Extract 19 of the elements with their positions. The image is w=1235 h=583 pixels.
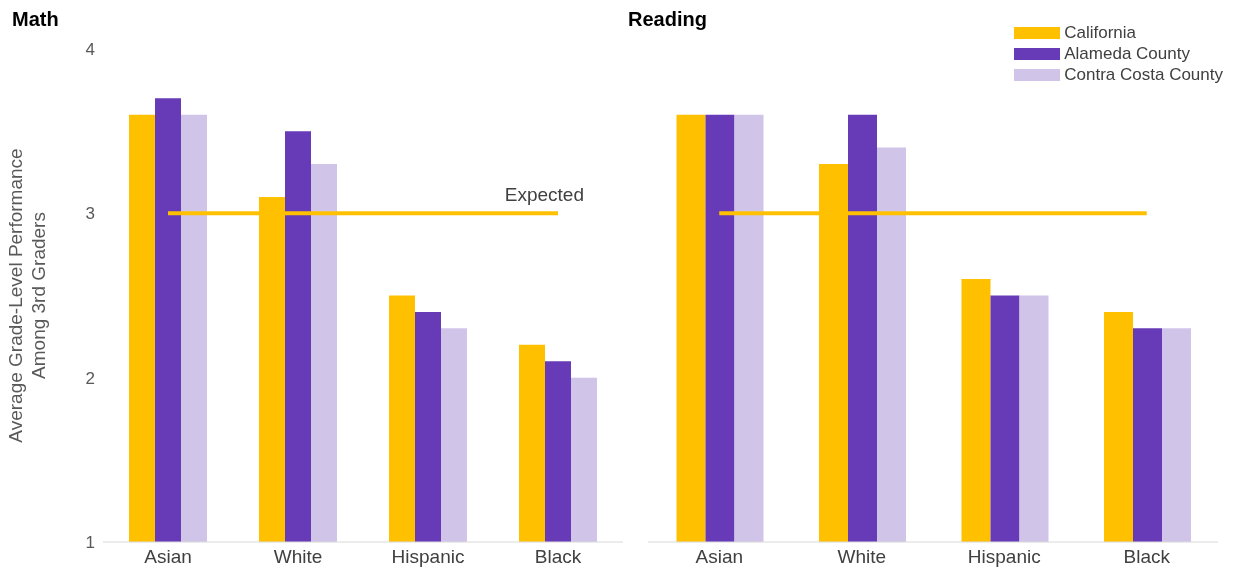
x-tick-label: Hispanic: [391, 546, 465, 568]
chart-title: Math: [11, 8, 60, 32]
x-tick-label: Black: [1123, 546, 1171, 568]
y-tick-label: 3: [85, 204, 95, 224]
x-tick-label: White: [273, 546, 323, 568]
y-tick-label: 1: [85, 533, 95, 553]
ref-line-label: Expected: [504, 183, 584, 205]
x-tick-label: Asian: [144, 546, 192, 568]
legend-label: California: [1064, 22, 1137, 43]
y-axis-title: Average Grade-Level Performance Among 3rd Graders: [5, 148, 49, 443]
x-tick-label: White: [837, 546, 887, 568]
y-tick-label: 2: [85, 368, 95, 388]
legend-label: Contra Costa County: [1064, 64, 1223, 85]
chart-title: Reading: [628, 8, 707, 30]
x-tick-label: Hispanic: [967, 546, 1041, 568]
legend-label: Alameda County: [1064, 43, 1190, 64]
y-tick-label: 4: [85, 40, 95, 60]
x-tick-label: Asian: [695, 546, 744, 568]
x-tick-label: Black: [534, 546, 582, 568]
